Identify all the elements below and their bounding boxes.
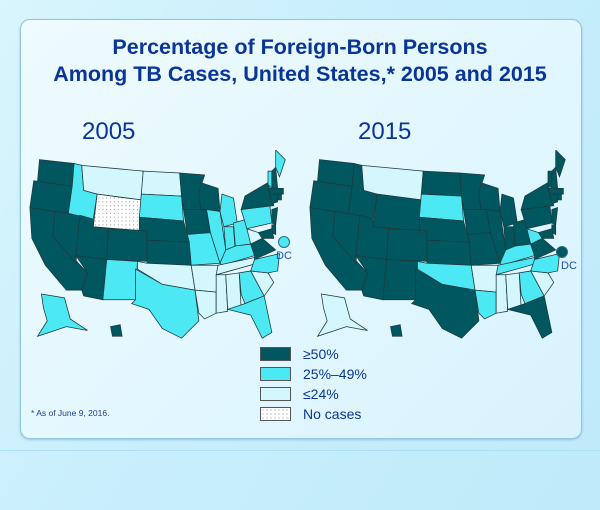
year-label-2005: 2005 [82, 118, 136, 145]
state-ma [267, 188, 284, 195]
state-co [386, 228, 428, 262]
state-wy [92, 193, 142, 232]
state-ny [520, 182, 555, 210]
legend: ≥50% 25%–49% ≤24% No cases [260, 344, 367, 424]
state-md [257, 228, 275, 239]
state-tx [410, 268, 480, 339]
state-mo [466, 232, 501, 266]
state-al [505, 272, 522, 310]
state-nm [102, 259, 138, 301]
state-ia [183, 209, 211, 235]
state-nm [382, 259, 418, 301]
state-nc [530, 253, 560, 274]
state-wi [198, 182, 221, 212]
state-hi [110, 324, 123, 337]
state-ks [146, 239, 192, 266]
dc-marker-2015 [556, 246, 568, 258]
chart-title: Percentage of Foreign-Born Persons Among… [20, 34, 580, 88]
state-fl [506, 295, 553, 339]
legend-swatch-mid [260, 367, 291, 381]
state-ks [426, 239, 472, 266]
state-ny [240, 182, 275, 210]
divider [0, 450, 600, 451]
legend-item-low: ≤24% [260, 384, 367, 404]
state-wi [478, 182, 501, 212]
state-ri [557, 193, 562, 201]
dc-label-2005: DC [276, 250, 292, 262]
dc-marker-2005 [278, 236, 290, 248]
state-mi [219, 193, 238, 228]
legend-label: No cases [303, 406, 362, 422]
state-ar [470, 264, 499, 293]
state-ms [215, 274, 229, 314]
footnote: * As of June 9, 2016. [31, 408, 110, 418]
title-line-2: Among TB Cases, United States,* 2005 and… [53, 62, 547, 86]
state-nc [250, 253, 280, 274]
state-md [537, 228, 555, 239]
legend-item-high: ≥50% [260, 344, 367, 364]
state-nj [271, 207, 279, 226]
state-al [225, 272, 242, 310]
state-ne [138, 216, 190, 243]
state-mo [186, 232, 221, 266]
state-ak [316, 293, 368, 337]
state-wy [372, 193, 422, 232]
title-line-1: Percentage of Foreign-Born Persons [112, 35, 488, 59]
state-ct [549, 193, 558, 205]
state-sd [418, 193, 464, 222]
state-me [275, 150, 286, 178]
state-la [194, 289, 217, 320]
state-me [555, 150, 566, 178]
state-la [474, 289, 497, 320]
state-sd [138, 193, 184, 222]
legend-item-none: No cases [260, 404, 367, 424]
state-ma [547, 188, 564, 195]
legend-swatch-low [260, 387, 291, 401]
state-ia [463, 209, 491, 235]
legend-label: ≤24% [303, 386, 339, 402]
year-label-2015: 2015 [358, 118, 412, 145]
state-ak [36, 293, 88, 337]
legend-swatch-none [260, 407, 291, 421]
state-ar [190, 264, 219, 293]
state-ms [495, 274, 509, 314]
state-ne [418, 216, 470, 243]
state-tx [130, 268, 200, 339]
us-map-2005 [29, 150, 286, 339]
legend-label: 25%–49% [303, 366, 367, 382]
legend-swatch-high [260, 347, 291, 361]
state-mi [499, 193, 518, 228]
state-co [106, 228, 148, 262]
state-nd [420, 170, 463, 197]
legend-label: ≥50% [303, 346, 339, 362]
dc-label-2015: DC [561, 260, 577, 272]
us-map-2015 [309, 150, 566, 339]
state-ri [277, 193, 282, 201]
state-nj [551, 207, 559, 226]
legend-item-mid: 25%–49% [260, 364, 367, 384]
state-ct [269, 193, 278, 205]
state-nd [140, 170, 183, 197]
state-hi [390, 324, 403, 337]
state-fl [226, 295, 273, 339]
